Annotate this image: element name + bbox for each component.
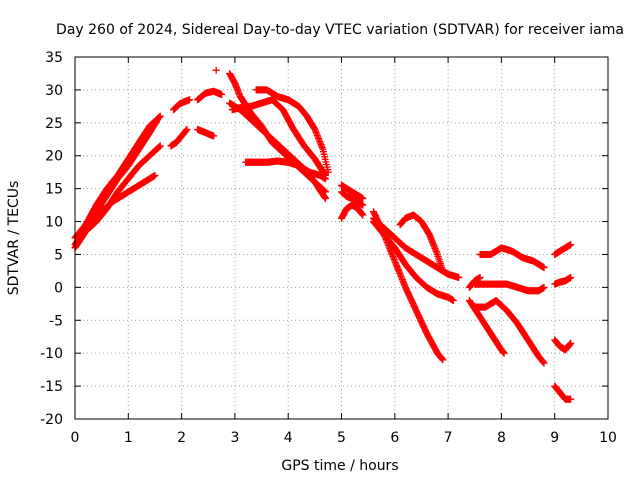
series-track-07 <box>194 87 226 104</box>
x-tick-label: 4 <box>284 430 293 446</box>
x-tick-label: 2 <box>177 430 186 446</box>
series-track-12 <box>228 96 329 179</box>
data-point <box>449 297 457 304</box>
data-point <box>218 91 226 98</box>
series-track-29 <box>551 336 575 354</box>
data-point <box>183 125 191 133</box>
data-point <box>394 265 402 273</box>
series-track-14 <box>252 86 332 176</box>
y-tick-label: 10 <box>45 215 63 231</box>
y-tick-labels: -20 -15 -10 -5 0 5 10 15 20 25 30 35 <box>40 50 63 428</box>
x-tick-label: 3 <box>230 430 239 446</box>
chart-title: Day 260 of 2024, Sidereal Day-to-day VTE… <box>56 22 624 38</box>
data-point <box>567 395 575 403</box>
data-point <box>540 264 548 272</box>
data-point <box>359 195 367 202</box>
y-tick-label: -15 <box>40 379 63 395</box>
series-track-08 <box>194 125 218 140</box>
series-track-24 <box>476 244 548 272</box>
data-point <box>429 240 437 248</box>
series-track-15 <box>338 201 367 222</box>
series-track-21 <box>396 211 447 275</box>
grid-layer <box>75 57 608 419</box>
y-tick-label: 15 <box>45 182 63 198</box>
data-point <box>567 274 575 281</box>
tick-layer <box>74 56 609 420</box>
data-point <box>476 274 484 281</box>
x-tick-label: 9 <box>550 430 559 446</box>
x-tick-label: 7 <box>444 430 453 446</box>
data-point <box>359 211 367 219</box>
series-track-28 <box>551 274 575 288</box>
series-track-30 <box>551 382 575 403</box>
data-point <box>151 172 159 179</box>
data-point <box>425 231 433 239</box>
x-tick-label: 6 <box>390 430 399 446</box>
series-track-27 <box>551 241 575 258</box>
data-point <box>567 339 575 347</box>
x-tick-label: 5 <box>337 430 346 446</box>
y-tick-label: -20 <box>40 412 63 428</box>
data-point <box>390 254 397 262</box>
x-tick-labels: 0 1 2 3 4 5 6 7 8 9 10 <box>71 430 617 446</box>
x-tick-label: 8 <box>497 430 506 446</box>
series-track-26 <box>465 297 508 357</box>
x-axis-label: GPS time / hours <box>281 458 398 474</box>
y-tick-label: 0 <box>54 280 63 296</box>
data-point <box>398 276 406 284</box>
data-point <box>500 349 508 357</box>
data-point <box>212 66 220 74</box>
data-point <box>322 195 329 202</box>
data-point <box>455 274 463 281</box>
y-tick-label: 20 <box>45 149 63 165</box>
data-point <box>540 359 548 367</box>
x-tick-label: 1 <box>124 430 133 446</box>
series-track-17 <box>338 181 367 202</box>
data-point <box>322 175 329 183</box>
y-tick-label: -5 <box>49 313 63 329</box>
y-tick-label: 30 <box>45 83 63 99</box>
data-point <box>387 248 395 256</box>
data-point <box>396 271 404 279</box>
data-point <box>540 283 548 291</box>
data-point <box>439 267 447 275</box>
y-tick-label: 25 <box>45 116 63 132</box>
data-point <box>359 201 367 209</box>
data-point <box>315 135 322 142</box>
series-track-04 <box>87 172 159 225</box>
y-axis-label: SDTVAR / TECUs <box>6 181 22 296</box>
series-track-16 <box>338 188 367 209</box>
data-point <box>439 356 447 364</box>
series-track-25 <box>471 297 548 367</box>
series-track-09 <box>212 66 220 74</box>
data-point <box>324 168 332 176</box>
series-track-23 <box>471 280 548 295</box>
data-point <box>210 132 218 140</box>
series-track-20 <box>370 214 463 281</box>
data-point <box>156 142 164 150</box>
data-point <box>567 241 575 249</box>
data-point <box>186 96 194 104</box>
data-point <box>391 259 399 267</box>
x-tick-label: 0 <box>71 430 80 446</box>
data-points-layer <box>71 66 575 403</box>
series-track-06 <box>170 96 194 114</box>
x-tick-label: 10 <box>599 430 617 446</box>
y-tick-label: 35 <box>45 50 63 66</box>
series-track-19 <box>370 218 457 304</box>
data-point <box>156 112 164 120</box>
series-track-05 <box>167 125 191 150</box>
y-tick-label: 5 <box>54 247 63 263</box>
series-track-13 <box>242 157 329 183</box>
y-tick-label: -10 <box>40 346 63 362</box>
